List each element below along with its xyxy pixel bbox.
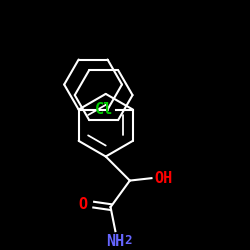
- Text: Cl: Cl: [95, 102, 114, 117]
- Text: OH: OH: [154, 171, 172, 186]
- Text: NH: NH: [106, 234, 124, 248]
- Text: O: O: [78, 197, 88, 212]
- Text: 2: 2: [124, 234, 132, 246]
